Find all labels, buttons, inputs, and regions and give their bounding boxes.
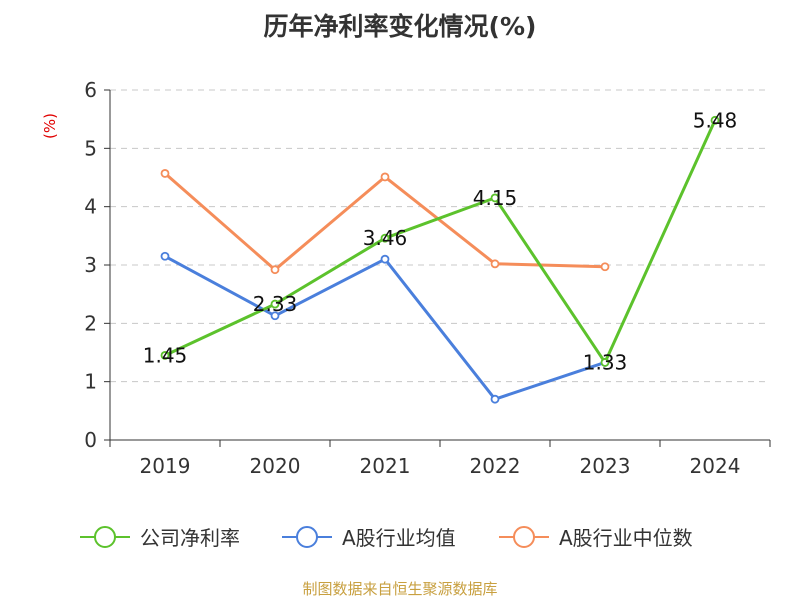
data-point xyxy=(380,233,390,243)
legend-item-2[interactable]: A股行业中位数 xyxy=(499,526,693,550)
legend-item-0[interactable]: 公司净利率 xyxy=(80,526,240,550)
x-tick-label-2020: 2020 xyxy=(250,454,301,478)
data-point xyxy=(490,394,500,404)
data-point xyxy=(380,172,390,182)
data-point xyxy=(600,358,610,367)
legend-item-1[interactable]: A股行业均值 xyxy=(282,526,456,550)
x-tick-label-2023: 2023 xyxy=(580,454,631,478)
data-label: 1.33 xyxy=(583,350,628,374)
legend-marker-icon xyxy=(513,526,535,548)
data-labels: 1.45 2.33 3.46 4.15 1.33 5.48 xyxy=(143,108,738,374)
y-tick-label-4: 4 xyxy=(84,195,97,219)
series-line-1 xyxy=(164,254,606,401)
y-tick-label-1: 1 xyxy=(84,370,97,394)
y-tick-label-6: 6 xyxy=(84,78,97,102)
x-tick-label-2021: 2021 xyxy=(360,454,411,478)
series-line-0 xyxy=(164,119,717,364)
legend-label: A股行业中位数 xyxy=(559,526,693,550)
y-tick-label-5: 5 xyxy=(84,136,97,160)
data-point xyxy=(160,251,170,261)
axes: 0 1 2 3 4 5 6 2019 2020 2021 2022 2023 2024 xyxy=(84,78,771,478)
data-point xyxy=(160,169,170,178)
y-tick-label-3: 3 xyxy=(84,253,97,277)
legend-marker-icon xyxy=(296,526,318,548)
data-point xyxy=(160,351,170,360)
source-note: 制图数据来自恒生聚源数据库 xyxy=(302,580,497,598)
data-label: 3.46 xyxy=(363,226,408,250)
legend-label: A股行业均值 xyxy=(342,526,456,550)
x-tick-label-2024: 2024 xyxy=(690,454,741,478)
data-label: 5.48 xyxy=(693,108,738,132)
data-point xyxy=(710,115,720,125)
y-tick-label-2: 2 xyxy=(84,311,97,335)
data-point xyxy=(490,193,500,203)
data-point xyxy=(270,265,280,275)
legend-label: 公司净利率 xyxy=(140,526,240,550)
data-point xyxy=(600,262,610,272)
data-point xyxy=(380,254,390,264)
y-tick-label-0: 0 xyxy=(84,428,97,452)
x-tick-label-2022: 2022 xyxy=(470,454,521,478)
data-label: 2.33 xyxy=(253,292,298,316)
chart-title: 历年净利率变化情况(%) xyxy=(264,12,537,41)
data-point xyxy=(270,299,280,309)
series-lines xyxy=(160,115,720,404)
legend-marker-icon xyxy=(94,526,116,548)
legend[interactable]: 公司净利率 A股行业均值 A股行业中位数 xyxy=(80,526,693,550)
data-point xyxy=(490,259,500,269)
y-axis-unit: (%) xyxy=(41,113,59,139)
x-tick-label-2019: 2019 xyxy=(140,454,191,478)
data-label: 1.45 xyxy=(143,343,188,367)
data-label: 4.15 xyxy=(473,186,518,210)
data-point xyxy=(270,311,280,321)
gridlines xyxy=(110,89,770,383)
